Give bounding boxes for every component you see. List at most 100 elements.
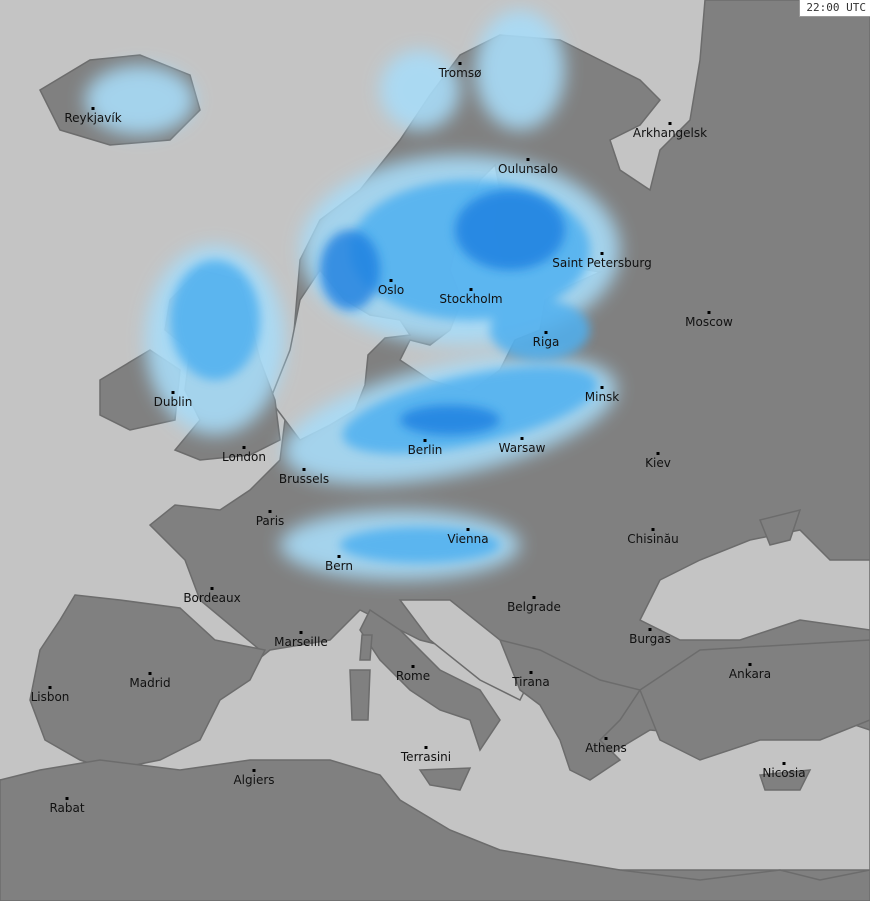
land-sardinia [349,669,371,721]
city-marker: Bordeaux [183,587,241,605]
city-dot [532,596,536,599]
city-label: Kiev [645,456,671,470]
city-marker: Bern [325,555,353,573]
city-dot [469,288,473,291]
city-marker: Dublin [154,391,193,409]
city-dot [520,437,524,440]
land-cyprus [758,769,812,791]
city-marker: Burgas [629,628,671,646]
timestamp-label: 22:00 UTC [799,0,870,17]
land-africa [0,759,870,901]
city-dot [148,672,152,675]
precip-uk-medium [170,260,260,380]
city-dot [604,737,608,740]
precip-norway-heavy [320,230,380,310]
city-dot [458,62,462,65]
city-label: Algiers [233,773,274,787]
city-marker: Tirana [511,671,550,689]
city-marker: Chisinău [627,528,679,546]
city-label: Madrid [129,676,170,690]
city-marker: Nicosia [762,762,806,780]
city-label: Rome [396,669,430,683]
land-italy [359,608,501,752]
city-label: Berlin [408,443,443,457]
land-crimea [758,508,802,546]
city-label: Paris [256,514,285,528]
city-dot [252,769,256,772]
city-marker: Brussels [279,468,329,486]
city-marker: Berlin [408,439,443,457]
city-dot [544,331,548,334]
city-label: Burgas [629,632,671,646]
city-dot [389,279,393,282]
city-marker: Rabat [49,797,85,815]
city-label: Ankara [729,667,771,681]
city-dot [648,628,652,631]
city-label: Bern [325,559,353,573]
city-marker: Oulunsalo [498,158,558,176]
city-marker: Arkhangelsk [633,122,707,140]
city-label: Terrasini [400,750,451,764]
city-marker: Athens [585,737,627,755]
city-marker: Kiev [645,452,671,470]
city-label: Oulunsalo [498,162,558,176]
city-label: Dublin [154,395,193,409]
precip-finland-heavy [455,190,565,270]
city-marker: Riga [533,331,560,349]
city-label: Minsk [585,390,620,404]
sea-black-sea [638,529,870,641]
city-dot [748,663,752,666]
precip-poland-heavy [400,405,500,435]
city-dot [651,528,655,531]
city-label: Riga [533,335,560,349]
city-label: Chisinău [627,532,678,546]
city-dot [302,468,306,471]
city-label: Warsaw [499,441,546,455]
city-label: Lisbon [31,690,70,704]
city-dot [48,686,52,689]
city-marker: London [222,446,266,464]
city-marker: Saint Petersburg [552,252,652,270]
city-dot [91,107,95,110]
city-label: London [222,450,266,464]
city-marker: Reykjavík [64,107,122,125]
precipitation-layer [85,10,620,580]
city-dot [268,510,272,513]
city-labels: Tromsø Reykjavík Arkhangelsk Oulunsalo Saint… [31,62,806,815]
city-dot [65,797,69,800]
city-label: Brussels [279,472,329,486]
city-marker: Oslo [378,279,404,297]
city-marker: Minsk [585,386,620,404]
city-dot [782,762,786,765]
city-marker: Warsaw [499,437,546,455]
city-marker: Vienna [447,528,489,546]
city-label: Saint Petersburg [552,256,651,270]
city-dot [424,746,428,749]
city-marker: Marseille [274,631,328,649]
city-label: Tirana [511,675,550,689]
city-label: Reykjavík [64,111,121,125]
city-dot [299,631,303,634]
city-marker: Tromsø [438,62,482,80]
city-dot [466,528,470,531]
city-marker: Madrid [129,672,171,690]
city-label: Tromsø [438,66,482,80]
city-dot [600,386,604,389]
land-iberia [29,594,267,771]
city-label: Oslo [378,283,404,297]
precip-iceland [85,65,195,135]
city-marker: Paris [256,510,285,528]
city-dot [210,587,214,590]
land-balkans-greece [498,638,642,781]
city-dot [242,446,246,449]
city-marker: Lisbon [31,686,70,704]
city-dot [656,452,660,455]
city-dot [707,311,711,314]
land-turkey [639,639,870,761]
city-dot [526,158,530,161]
city-marker: Terrasini [400,746,451,764]
city-label: Belgrade [507,600,561,614]
city-label: Bordeaux [183,591,240,605]
city-label: Marseille [274,635,328,649]
